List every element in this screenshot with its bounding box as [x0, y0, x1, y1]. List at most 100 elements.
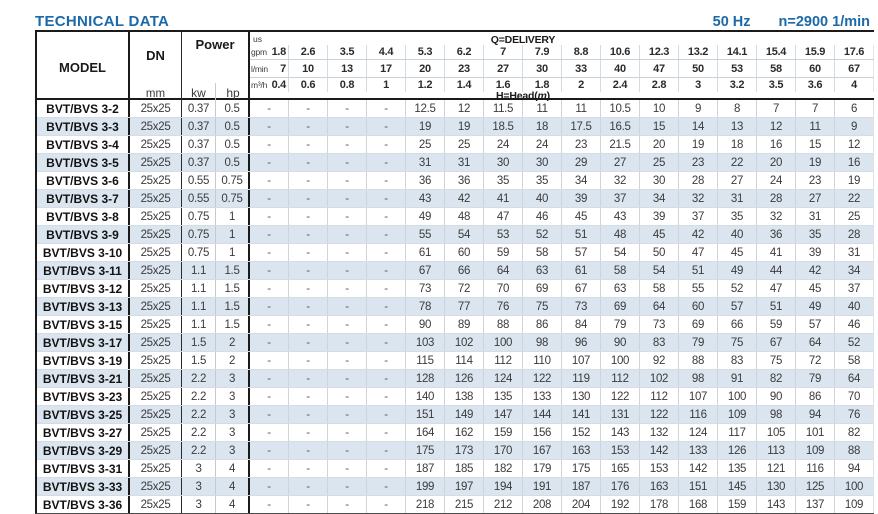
head-value-cell: 20 [757, 154, 796, 171]
delivery-value-cell: 1 [367, 78, 406, 92]
head-value-cell: 24 [484, 136, 523, 153]
head-value-cell: 73 [406, 280, 445, 297]
head-value-cell: 57 [796, 316, 835, 333]
head-value-cell: 24 [523, 136, 562, 153]
head-value-cell: 137 [796, 496, 835, 513]
head-value-cell: - [250, 226, 289, 243]
head-value-cell: 11 [562, 100, 601, 117]
delivery-title-line: us Q=DELIVERY [250, 32, 874, 46]
head-value-cell: 22 [835, 190, 874, 207]
head-value-cell: - [250, 496, 289, 513]
head-value-cell: - [289, 262, 328, 279]
table-row: BVT/BVS 3-4 25x25 0.37 0.5- - - -25 25 24 24 23 21.… [37, 136, 874, 154]
head-value-cell: 29 [562, 154, 601, 171]
head-value-cell: 89 [445, 316, 484, 333]
head-value-cell: 36 [406, 172, 445, 189]
head-value-cell: 27 [796, 190, 835, 207]
head-value-cell: 45 [562, 208, 601, 225]
head-value-cell: 90 [601, 334, 640, 351]
table-row: BVT/BVS 3-19 25x25 1.5 2- - - -115 114 112 110 107… [37, 352, 874, 370]
head-value-cell: 103 [406, 334, 445, 351]
kw-cell: 2.2 [182, 406, 216, 423]
head-value-cell: 61 [406, 244, 445, 261]
model-cell: BVT/BVS 3-23 [37, 388, 130, 405]
head-value-cell: 50 [640, 244, 679, 261]
head-value-cell: - [328, 244, 367, 261]
head-value-cell: 70 [835, 388, 874, 405]
head-value-cell: 13 [718, 118, 757, 135]
hp-cell: 4 [216, 496, 250, 513]
h-head-label: H=Head(m) [496, 90, 550, 102]
dn-cell: 25x25 [130, 334, 182, 351]
delivery-value-cell: 60 [796, 60, 835, 77]
head-value-cell: 132 [640, 424, 679, 441]
head-value-cell: 197 [445, 478, 484, 495]
head-value-cell: - [289, 316, 328, 333]
head-value-cell: 122 [640, 406, 679, 423]
head-value-cell: 36 [445, 172, 484, 189]
model-cell: BVT/BVS 3-19 [37, 352, 130, 369]
head-value-cell: 114 [445, 352, 484, 369]
delivery-value-cell: 30 [523, 60, 562, 77]
head-value-cell: 24 [757, 172, 796, 189]
hp-cell: 1.5 [216, 262, 250, 279]
kw-cell: 0.37 [182, 154, 216, 171]
head-value-cell: 41 [757, 244, 796, 261]
head-value-cell: 19 [406, 118, 445, 135]
head-value-cell: 39 [796, 244, 835, 261]
hp-cell: 2 [216, 334, 250, 351]
head-value-cell: 131 [601, 406, 640, 423]
hp-cell: 2 [216, 352, 250, 369]
model-cell: BVT/BVS 3-21 [37, 370, 130, 387]
head-value-cell: - [328, 460, 367, 477]
kw-cell: 2.2 [182, 388, 216, 405]
head-value-cell: 61 [562, 262, 601, 279]
head-value-cell: 60 [679, 298, 718, 315]
delivery-value-cell: 10.6 [601, 45, 640, 59]
delivery-value-cell: 1.6 [484, 78, 523, 92]
dn-cell: 25x25 [130, 118, 182, 135]
head-value-cell: 17.5 [562, 118, 601, 135]
head-value-cell: - [367, 334, 406, 351]
kw-cell: 1.5 [182, 352, 216, 369]
head-value-cell: 18 [718, 136, 757, 153]
power-column-header: Power kw hp [182, 32, 250, 102]
head-value-cell: 60 [445, 244, 484, 261]
dn-cell: 25x25 [130, 442, 182, 459]
head-value-cell: 151 [679, 478, 718, 495]
head-value-cell: 30 [484, 154, 523, 171]
head-value-cell: 86 [796, 388, 835, 405]
head-value-cell: - [250, 352, 289, 369]
head-value-cell: 135 [484, 388, 523, 405]
head-value-cell: 42 [445, 190, 484, 207]
model-cell: BVT/BVS 3-11 [37, 262, 130, 279]
delivery-value-cell: 3.5 [757, 78, 796, 92]
delivery-value-cell: 27 [484, 60, 523, 77]
head-value-cell: 112 [484, 352, 523, 369]
hp-cell: 0.5 [216, 154, 250, 171]
head-value-cell: 47 [484, 208, 523, 225]
hp-cell: 3 [216, 388, 250, 405]
head-value-cell: - [328, 208, 367, 225]
head-value-cell: 64 [835, 370, 874, 387]
head-value-cell: 143 [757, 496, 796, 513]
head-value-cell: 124 [679, 424, 718, 441]
head-value-cell: 31 [718, 190, 757, 207]
head-value-cell: - [367, 460, 406, 477]
head-value-cell: 39 [562, 190, 601, 207]
head-value-cell: 109 [835, 496, 874, 513]
head-value-cell: - [289, 208, 328, 225]
hp-cell: 1 [216, 208, 250, 225]
head-value-cell: 64 [640, 298, 679, 315]
dn-cell: 25x25 [130, 406, 182, 423]
head-value-cell: 35 [523, 172, 562, 189]
head-value-cell: - [367, 154, 406, 171]
delivery-value-cell: 15.9 [796, 45, 835, 59]
delivery-value-cell: 5.3 [406, 45, 445, 59]
head-value-cell: 31 [796, 208, 835, 225]
dn-cell: 25x25 [130, 208, 182, 225]
head-value-cell: 51 [757, 298, 796, 315]
frequency-label: 50 Hz [712, 14, 751, 30]
head-value-cell: 135 [718, 460, 757, 477]
head-value-cell: - [367, 388, 406, 405]
